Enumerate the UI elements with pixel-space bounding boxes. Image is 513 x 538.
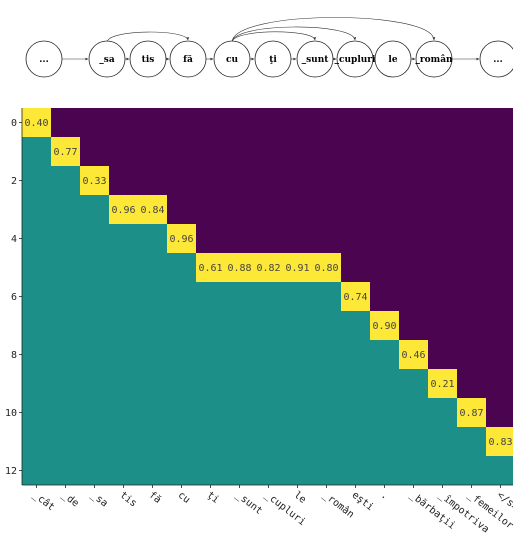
heatmap-cell-value: 0.87: [459, 408, 483, 419]
heatmap-cell: [486, 427, 513, 456]
token-node: le: [374, 40, 412, 78]
dependency-arc: [231, 26, 357, 43]
heatmap-cell: [51, 137, 80, 166]
x-tick-label: _român: [321, 489, 357, 521]
x-tick-label: fă: [147, 489, 164, 506]
token-node-label: ...: [493, 55, 502, 65]
token-diagram: ... _sa tis fă cu ţi _sunt _cupluri le _român...: [25, 17, 513, 78]
token-node: ...: [479, 40, 513, 78]
heatmap-cell: [109, 195, 138, 224]
x-tick-label: _sunt: [234, 490, 264, 517]
x-tick-label: _împotriva: [437, 489, 492, 536]
dependency-arc: [106, 31, 189, 43]
heatmap-cell: [283, 253, 312, 282]
token-node: _român: [415, 40, 453, 78]
heatmap-cell-value: 0.88: [227, 263, 251, 274]
token-node: cu: [213, 40, 251, 78]
token-node-circle: [296, 40, 334, 78]
heatmap-cell: [22, 108, 51, 137]
token-node-circle: [254, 40, 292, 78]
heatmap-cell: [80, 166, 109, 195]
y-tick-label: 10: [5, 408, 17, 419]
heatmap-cell-value: 0.90: [372, 321, 396, 332]
heatmap-cell-value: 0.77: [53, 147, 77, 158]
token-node-circle: [336, 40, 374, 78]
token-node: fă: [169, 40, 207, 78]
token-node-label: _român: [415, 54, 453, 65]
heatmap-cell: [370, 311, 399, 340]
token-node-label: _cupluri: [335, 55, 377, 65]
heatmap-cell: [225, 253, 254, 282]
heatmap-cell: [428, 369, 457, 398]
token-node-circle: [479, 40, 513, 78]
token-node-label: le: [388, 55, 397, 65]
heatmap-cell-value: 0.91: [285, 263, 309, 274]
x-tick-label: _sa: [89, 490, 110, 510]
heatmap-cell-value: 0.74: [343, 292, 367, 303]
y-tick-label: 0: [11, 118, 17, 129]
token-node-circle: [88, 40, 126, 78]
token-node-circle: [213, 40, 251, 78]
heatmap-cell-value: 0.21: [430, 379, 454, 390]
heatmap-cell: [457, 398, 486, 427]
token-node-circle: [25, 40, 63, 78]
token-node-circle: [169, 40, 207, 78]
token-node: ţi: [254, 40, 292, 78]
token-node-circle: [129, 40, 167, 78]
y-tick-label: 4: [11, 234, 17, 245]
x-tick-label: _de: [60, 490, 81, 510]
token-node-label: _sunt: [302, 55, 330, 65]
dependency-arc: [231, 17, 436, 43]
token-node: _sunt: [296, 40, 334, 78]
x-tick-label: ţi: [205, 490, 221, 506]
heatmap-cell: [196, 253, 225, 282]
x-tick-label: tis: [118, 490, 139, 510]
heatmap-cell-value: 0.96: [169, 234, 193, 245]
heatmap-cell: [312, 253, 341, 282]
y-tick-label: 12: [5, 466, 17, 477]
heatmap-cell: [341, 282, 370, 311]
token-node-label: fă: [183, 55, 193, 65]
heatmap-cell-value: 0.33: [82, 176, 106, 187]
heatmap-cell: [138, 195, 167, 224]
token-node-circle: [415, 40, 453, 78]
x-tick-label: _cât: [31, 489, 57, 513]
x-tick-label: cu: [176, 490, 192, 506]
heatmap-cell-value: 0.46: [401, 350, 425, 361]
dependency-arc: [231, 31, 316, 43]
x-tick-label: le: [292, 490, 308, 506]
token-node: _cupluri: [335, 40, 377, 78]
token-node-circle: [374, 40, 412, 78]
heatmap-cell-value: 0.40: [24, 118, 48, 129]
heatmap-cell-value: 0.83: [488, 437, 512, 448]
y-tick-label: 8: [11, 350, 17, 361]
heatmap-cell: [167, 224, 196, 253]
token-node-label: _sa: [99, 55, 115, 65]
x-tick-label: .: [379, 490, 391, 502]
token-node: tis: [129, 40, 167, 78]
token-node-label: ...: [39, 55, 48, 65]
heatmap-cell-value: 0.61: [198, 263, 222, 274]
token-node-label: tis: [142, 55, 155, 65]
token-node: ...: [25, 40, 63, 78]
heatmap-cell-value: 0.84: [140, 205, 164, 216]
heatmap-cell: [254, 253, 283, 282]
token-node-label: cu: [226, 55, 238, 65]
heatmap-cell-value: 0.80: [314, 263, 338, 274]
y-tick-label: 6: [11, 292, 17, 303]
y-tick-label: 2: [11, 176, 17, 187]
heatmap-cell-value: 0.82: [256, 263, 280, 274]
heatmap-cell: [399, 340, 428, 369]
attention-heatmap: 0.400.770.330.96 0.840.960.61 0.88 0.82 0.91…: [5, 108, 513, 535]
token-node-label: ţi: [269, 55, 277, 65]
token-node: _sa: [88, 40, 126, 78]
heatmap-cell-value: 0.96: [111, 205, 135, 216]
